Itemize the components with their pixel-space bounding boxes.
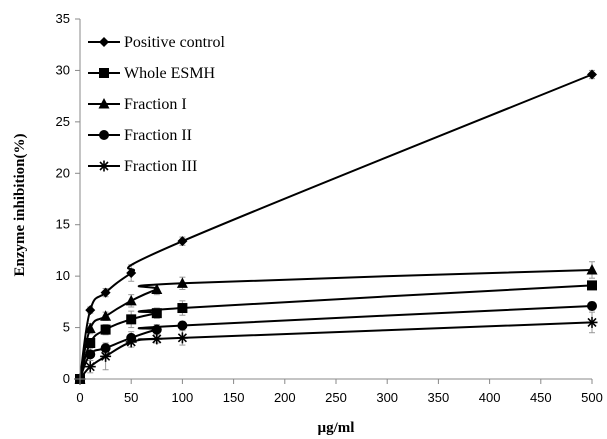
axes <box>75 18 593 384</box>
legend-marker-fraction-iii <box>98 160 110 172</box>
point-fraction-ii <box>587 300 597 311</box>
legend-marker-fraction-ii <box>99 130 109 140</box>
x-tick-label: 100 <box>172 390 194 405</box>
point-whole-esmh <box>126 314 137 325</box>
legend-label-positive-control: Positive control <box>124 34 225 51</box>
point-whole-esmh <box>85 338 96 348</box>
legend-label-fraction-iii: Fraction III <box>124 158 197 175</box>
point-whole-esmh <box>100 324 111 335</box>
point-fraction-iii <box>84 361 96 373</box>
point-fraction-i <box>125 294 137 306</box>
point-whole-esmh <box>151 308 162 319</box>
y-tick-label: 10 <box>56 268 70 283</box>
point-fraction-i <box>100 310 112 321</box>
point-fraction-i <box>151 283 163 295</box>
point-positive-control <box>85 305 96 316</box>
series-markers <box>74 69 598 385</box>
star-stroke <box>177 333 187 343</box>
x-tick-label: 300 <box>376 390 398 405</box>
y-tick-label: 5 <box>63 320 70 335</box>
legend: Positive control Whole ESMH Fraction I Frac… <box>88 34 225 175</box>
point-fraction-iii <box>176 332 188 344</box>
point-fraction-iii <box>586 316 598 328</box>
y-axis-title: Enzyme inhibition(%) <box>12 134 28 277</box>
point-fraction-iii <box>100 350 112 362</box>
x-tick-label: 450 <box>530 390 552 405</box>
x-tick-label: 150 <box>223 390 245 405</box>
x-tick-label: 400 <box>479 390 501 405</box>
y-tick-label: 15 <box>56 217 70 232</box>
star-stroke <box>152 334 162 344</box>
legend-marker-positive-control <box>99 37 109 47</box>
x-tick-label: 250 <box>325 390 347 405</box>
point-fraction-ii <box>151 324 162 335</box>
star-stroke <box>101 351 111 361</box>
x-tick-label: 50 <box>124 390 138 405</box>
legend-label-whole-esmh: Whole ESMH <box>124 65 216 82</box>
star-stroke <box>126 337 136 347</box>
point-fraction-i <box>84 322 96 334</box>
legend-marker-whole-esmh <box>99 68 109 78</box>
point-fraction-iii <box>151 333 163 345</box>
point-positive-control <box>587 69 597 80</box>
point-fraction-iii <box>125 336 137 348</box>
point-whole-esmh <box>587 280 597 291</box>
star-stroke <box>587 317 597 327</box>
point-positive-control <box>100 287 111 298</box>
y-tick-label: 20 <box>56 165 70 180</box>
point-fraction-i <box>176 277 188 288</box>
y-tick-label: 25 <box>56 114 70 129</box>
x-axis-title: µg/ml <box>318 420 355 436</box>
star-stroke <box>85 362 95 372</box>
point-fraction-ii <box>100 343 111 354</box>
legend-label-fraction-ii: Fraction II <box>124 127 192 144</box>
y-tick-label: 0 <box>63 371 70 386</box>
legend-marker-fraction-i <box>98 98 110 109</box>
x-tick-label: 500 <box>581 390 603 405</box>
legend-label-fraction-i: Fraction I <box>124 96 187 113</box>
x-tick-label: 0 <box>76 390 83 405</box>
point-positive-control <box>126 268 137 279</box>
star-stroke <box>99 161 109 171</box>
point-positive-control <box>177 236 188 247</box>
point-fraction-ii <box>177 320 188 331</box>
x-tick-label: 200 <box>274 390 296 405</box>
x-tick-label: 350 <box>428 390 450 405</box>
point-fraction-i <box>586 263 598 275</box>
point-whole-esmh <box>177 303 188 314</box>
y-tick-label: 35 <box>56 11 70 26</box>
y-tick-label: 30 <box>56 62 70 77</box>
point-fraction-ii <box>85 349 96 360</box>
